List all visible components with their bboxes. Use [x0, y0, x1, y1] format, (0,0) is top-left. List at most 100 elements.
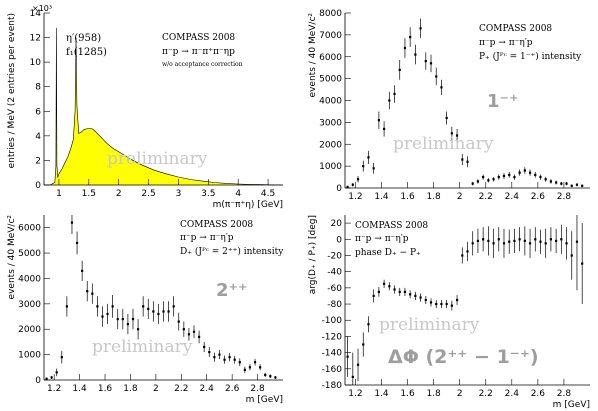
data-point: [382, 282, 386, 285]
jpc-label: ΔΦ (2⁺⁺ − 1⁻⁺): [388, 346, 539, 368]
data-point: [570, 184, 573, 187]
data-point: [476, 180, 480, 183]
x-tick-label: 1.6: [98, 384, 113, 394]
data-point: [435, 302, 438, 306]
data-point: [367, 156, 370, 159]
data-point: [116, 317, 119, 321]
panel-total-mass-spectrum: 1 1.5 2 2.5 3 3.5 4 4.5 0 2 4 6 8 10 12 14 m(π⁻π⁺η) [GeV…: [7, 4, 284, 210]
x-tick-label: 1.2: [47, 384, 61, 394]
x-tick-label: 2.8: [557, 389, 572, 399]
x-axis-label: m [GeV]: [246, 395, 283, 405]
annotation-text: COMPASS 2008: [479, 24, 552, 34]
x-tick-label: 2.4: [200, 384, 215, 394]
x-tick-label: 2.4: [505, 192, 520, 202]
data-point: [403, 290, 407, 294]
data-point: [65, 305, 68, 308]
y-tick-label: 3000: [18, 300, 41, 310]
annotation-text: f₁(1285): [66, 47, 107, 58]
data-point: [502, 174, 506, 178]
data-point: [581, 184, 584, 187]
data-point: [218, 353, 221, 356]
data-point: [539, 175, 542, 179]
data-point: [243, 368, 246, 371]
y-tick-label: 6000: [319, 53, 342, 63]
y-tick-label: 1000: [18, 351, 41, 361]
y-tick-label: 20: [331, 219, 343, 229]
y-tick-label: -80: [327, 300, 342, 310]
annotation-text: COMPASS 2008: [355, 221, 428, 231]
y-axis-multiplier: ×10³: [32, 4, 52, 13]
x-tick-label: 2.2: [479, 389, 493, 399]
data-point: [362, 343, 365, 346]
data-point: [172, 305, 175, 308]
y-tick-label: 0: [336, 235, 342, 245]
y-tick-label: 4: [35, 132, 41, 142]
data-point: [233, 358, 236, 361]
x-tick-label: 4.5: [261, 189, 275, 199]
y-tick-label: 5000: [319, 75, 342, 85]
data-point: [362, 165, 365, 168]
data-point: [487, 179, 490, 182]
area-fill: [44, 27, 283, 186]
data-point: [70, 221, 74, 224]
y-tick-label: -20: [327, 251, 342, 261]
y-tick-label: 10: [30, 58, 42, 68]
annotation-text: π⁻p → π⁻η′p: [355, 234, 409, 244]
data-point: [450, 132, 453, 135]
data-point: [409, 35, 412, 39]
x-tick-label: 2: [153, 384, 159, 394]
x-tick-label: 2: [116, 189, 122, 199]
y-axis-label: events / 40 MeV/c²: [308, 13, 318, 98]
data-point: [372, 167, 375, 170]
data-point: [482, 175, 485, 179]
data-point: [167, 310, 170, 313]
data-point: [356, 363, 360, 366]
data-point: [414, 53, 417, 56]
area-outline: [44, 27, 284, 186]
data-point: [55, 371, 58, 374]
y-tick-label: 8: [35, 83, 41, 93]
data-point: [213, 356, 216, 359]
data-point: [264, 373, 267, 377]
data-point: [570, 254, 573, 257]
annotation-text: COMPASS 2008: [162, 33, 235, 43]
data-point: [253, 361, 257, 364]
data-point: [518, 171, 521, 174]
data-point: [393, 92, 396, 96]
data-point: [429, 62, 433, 65]
data-point: [208, 350, 211, 354]
x-tick-label: 2.4: [505, 389, 520, 399]
data-point: [419, 296, 422, 299]
x-tick-label: 1.6: [400, 389, 415, 399]
data-point: [497, 238, 500, 241]
x-tick-label: 1.8: [123, 384, 138, 394]
data-point: [351, 375, 354, 379]
data-point: [497, 175, 500, 179]
x-axis-label: m [GeV]: [553, 400, 590, 410]
data-point: [523, 239, 526, 243]
data-point: [534, 238, 537, 241]
data-point: [492, 242, 495, 245]
data-point: [356, 178, 360, 181]
y-tick-label: 2000: [319, 140, 342, 150]
data-point: [274, 376, 277, 379]
data-point: [197, 335, 201, 338]
data-point: [424, 60, 427, 63]
data-point: [544, 242, 547, 245]
x-tick-label: 2.8: [557, 192, 572, 202]
data-point: [177, 320, 180, 323]
y-tick-label: -120: [322, 332, 343, 342]
data-point: [223, 358, 226, 361]
data-point: [121, 317, 124, 321]
data-point: [549, 238, 553, 241]
data-point: [482, 238, 485, 241]
data-point: [377, 119, 380, 122]
data-point: [367, 323, 370, 326]
y-tick-label: 6000: [18, 224, 41, 234]
data-point: [142, 305, 145, 308]
data-point: [419, 27, 422, 30]
annotation-text: D₊ (Jᴾᶜ = 2⁺⁺) intensity: [180, 246, 284, 257]
annotation-text: COMPASS 2008: [180, 220, 253, 230]
data-point: [435, 75, 438, 78]
jpc-label: 1⁻⁺: [487, 91, 519, 112]
